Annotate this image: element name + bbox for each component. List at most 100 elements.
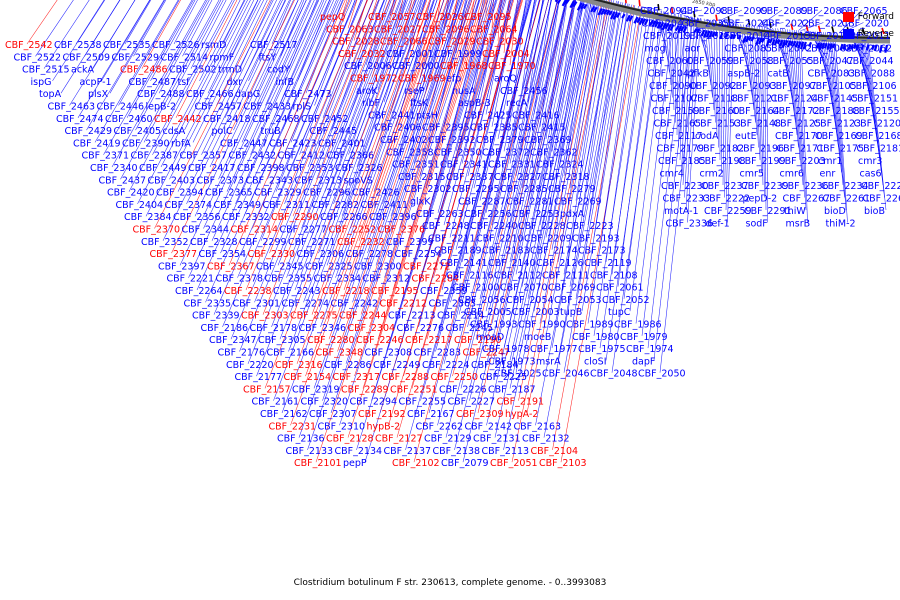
- forward-feature: [670, 6, 674, 14]
- gene-label: CBF_2339: [192, 311, 240, 322]
- gene-label: aspB-3: [458, 98, 491, 109]
- legend-reverse-label: Reverse: [857, 28, 894, 39]
- gene-label: CBF_2358: [386, 147, 434, 158]
- pointer-line: [469, 0, 567, 401]
- gene-label: CBF_2282: [312, 200, 360, 211]
- gene-label: CBF_2096: [422, 24, 470, 35]
- pointer-line: [725, 22, 732, 211]
- pointer-line: [188, 0, 319, 278]
- pointer-line: [358, 0, 441, 241]
- gene-label: CBF_2261: [823, 194, 871, 205]
- pointer-line: [449, 0, 513, 238]
- gene-label: CBF_2299: [239, 237, 287, 248]
- pointer-line: [126, 0, 194, 118]
- pointer-line: [761, 22, 784, 28]
- gene-label: CBF_2069: [548, 283, 596, 294]
- forward-feature: [657, 4, 660, 11]
- gene-label: CBF_2442: [154, 114, 202, 125]
- pointer-line: [617, 9, 656, 287]
- gene-label: CBF_2191: [497, 397, 545, 408]
- gene-label: CBF_2269: [554, 197, 602, 208]
- pointer-line: [154, 0, 271, 229]
- gene-label: CBF_2184: [471, 360, 519, 371]
- pointer-line: [563, 3, 630, 373]
- gene-label: CBF_2419: [73, 138, 121, 149]
- gene-label: CBF_2125: [774, 119, 822, 130]
- pointer-line: [587, 1, 622, 226]
- gene-label: CBF_2105: [809, 81, 857, 92]
- gene-label: CBF_2248: [422, 221, 470, 232]
- gene-label: CBF_2446: [97, 102, 145, 113]
- gene-label: sodF: [746, 219, 768, 230]
- pointer-line: [407, 0, 453, 152]
- gene-label: CBF_2218: [322, 286, 370, 297]
- gene-label: recA: [506, 98, 528, 109]
- gene-label: CBF_2509: [63, 52, 111, 63]
- gene-label: CBF_2169: [815, 131, 863, 142]
- pointer-line: [362, 0, 487, 389]
- reverse-feature: [718, 32, 724, 40]
- gene-label: CBF_2514: [161, 52, 209, 63]
- gene-label: CBF_2345: [256, 261, 304, 272]
- gene-label: CBF_2347: [209, 335, 257, 346]
- pointer-line: [437, 0, 497, 213]
- reverse-feature: [826, 43, 831, 51]
- gene-label: CBF_2271: [288, 237, 336, 248]
- gene-label: CBF_2296: [303, 188, 351, 199]
- pointer-line: [171, 0, 295, 254]
- gene-labels: CBF_2542 CBF_2538 CBF_2535 CBF_2526 rsmD CBF_…: [5, 6, 900, 469]
- gene-label: CBF_2288: [382, 372, 430, 383]
- gene-label: dxr: [227, 77, 243, 88]
- pointer-line: [248, 0, 286, 82]
- gene-label: tupB: [560, 307, 582, 318]
- reverse-feature: [680, 25, 685, 32]
- gene-label: thiM-2: [826, 219, 856, 230]
- pointer-line: [359, 0, 378, 53]
- pointer-line: [377, 0, 407, 90]
- gene-label: ribF: [362, 98, 380, 109]
- gene-label: CBF_2396: [369, 212, 417, 223]
- gene-label: CBF_2151: [851, 94, 899, 105]
- pointer-line: [413, 0, 541, 463]
- pointer-line: [494, 0, 593, 438]
- reverse-feature: [850, 44, 854, 50]
- gene-label: CBF_2312: [363, 274, 411, 285]
- gene-label: CBF_2369: [524, 135, 572, 146]
- pointer-line: [437, 0, 441, 17]
- gene-label: CBF_2452: [301, 114, 349, 125]
- reverse-feature: [823, 42, 828, 49]
- gene-label: CBF_2330: [248, 249, 296, 260]
- gene-label: efp: [446, 74, 461, 85]
- pointer-line: [803, 30, 826, 36]
- gene-label: CBF_2209: [524, 233, 572, 244]
- pointer-line: [563, 0, 613, 275]
- gene-label: CBF_2252: [329, 225, 377, 236]
- pointer-line: [678, 14, 683, 148]
- gene-label: CBF_2064: [470, 24, 518, 35]
- reverse-feature: [580, 3, 586, 10]
- gene-label: CBF_2262: [416, 421, 464, 432]
- pointer-line: [101, 0, 151, 82]
- pointer-line: [865, 33, 885, 198]
- pointer-line: [569, 1, 619, 287]
- pointer-line: [324, 0, 397, 192]
- gene-label: CBF_2141: [440, 258, 488, 269]
- gene-label: CBF_2412: [278, 151, 326, 162]
- pointer-line: [353, 0, 368, 41]
- reverse-feature: [643, 18, 649, 26]
- gene-label: CBF_2423: [269, 138, 317, 149]
- pointer-line: [864, 33, 884, 186]
- gene-label: hypB-2: [367, 421, 401, 432]
- gene-label: dapF: [632, 356, 655, 367]
- pointer-line: [545, 0, 591, 238]
- pointer-line: [328, 0, 448, 340]
- reverse-feature: [638, 17, 644, 26]
- pointer-line: [431, 0, 459, 103]
- pointer-line: [575, 2, 626, 299]
- reverse-feature: [711, 31, 716, 38]
- pointer-line: [791, 29, 802, 173]
- gene-label: CBF_2230: [661, 181, 709, 192]
- pointer-line: [196, 0, 330, 291]
- gene-label: CBF_2460: [105, 114, 153, 125]
